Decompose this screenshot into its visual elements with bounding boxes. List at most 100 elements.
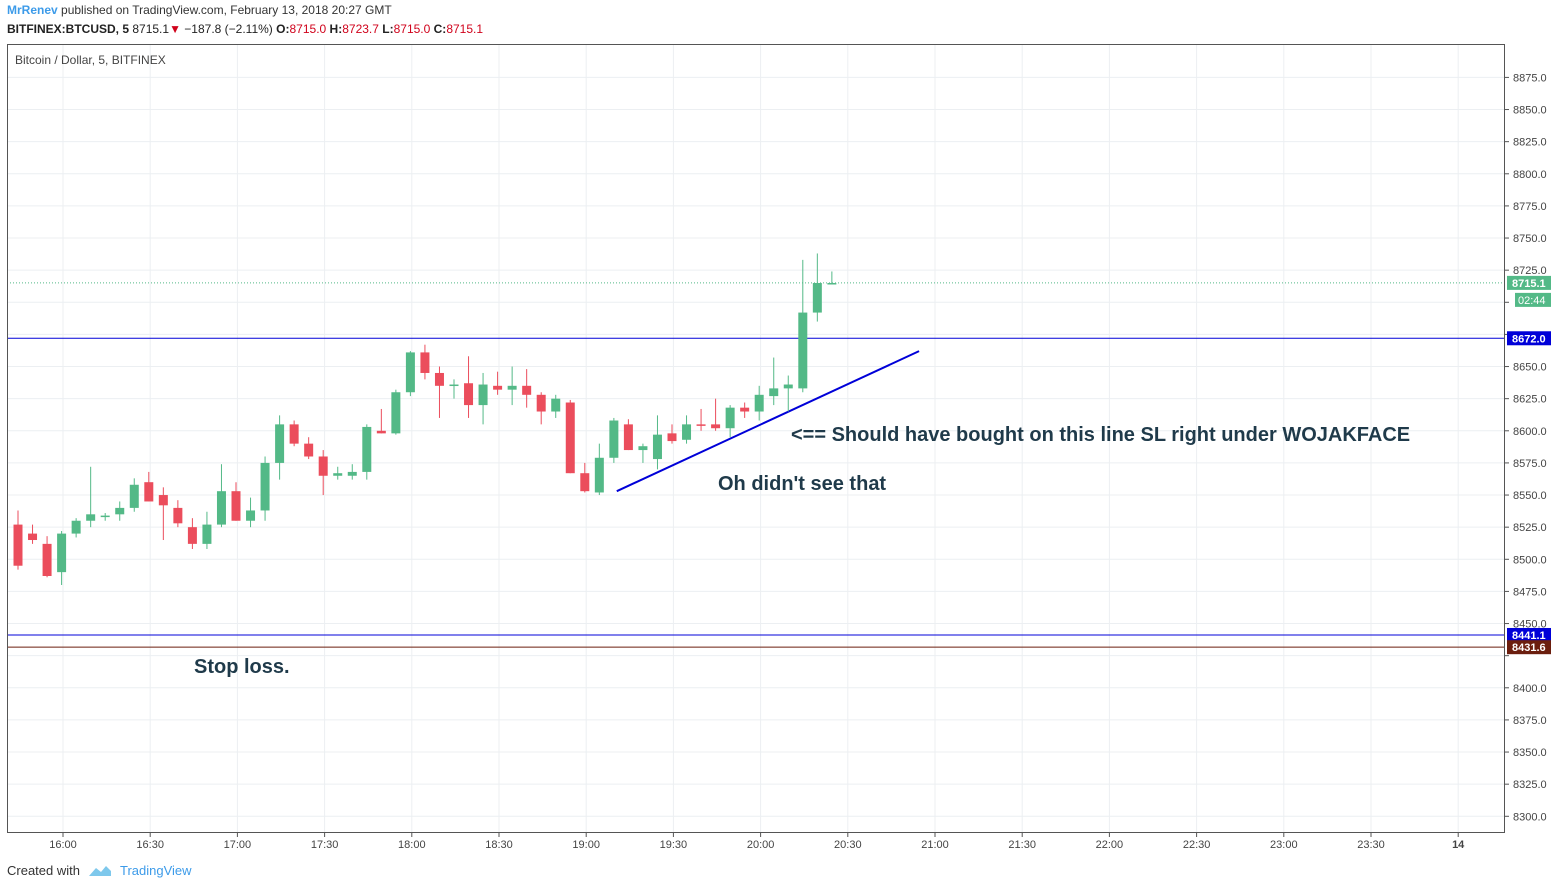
candle <box>275 415 285 480</box>
candle <box>478 372 488 425</box>
y-tick-label: 8575.0 <box>1513 458 1547 470</box>
candle <box>42 536 52 578</box>
candle-body <box>652 434 662 460</box>
candle <box>783 375 793 412</box>
candle <box>652 415 662 470</box>
candle-body <box>144 482 154 502</box>
candle-body <box>260 462 270 511</box>
candle-body <box>798 312 808 389</box>
candle-body <box>71 520 81 534</box>
candle <box>304 437 314 460</box>
y-tick-label: 8550.0 <box>1513 490 1547 502</box>
candle-body <box>376 430 386 434</box>
candle-body <box>783 384 793 389</box>
x-tick-label: 23:30 <box>1357 839 1385 851</box>
candle <box>551 394 561 418</box>
y-tick-label: 8325.0 <box>1513 779 1547 791</box>
candle-body <box>449 384 459 387</box>
close-value: 8715.1 <box>446 22 484 36</box>
price-change: −187.8 (−2.11%) <box>184 22 273 36</box>
candle-body <box>493 385 503 390</box>
candle-body <box>158 495 168 506</box>
high-value: 8723.7 <box>342 22 379 36</box>
candle <box>609 417 619 463</box>
x-tick-label: 16:00 <box>49 839 77 851</box>
candle-body <box>304 443 314 457</box>
candle-body <box>434 372 444 386</box>
candle-body <box>682 424 692 440</box>
x-tick-label: 16:30 <box>136 839 164 851</box>
candle-body <box>551 398 561 412</box>
x-tick-label: 21:00 <box>921 839 949 851</box>
x-tick-label: 19:30 <box>660 839 688 851</box>
y-tick-label: 8475.0 <box>1513 586 1547 598</box>
open-label: O: <box>276 22 290 36</box>
candle-body <box>405 352 415 393</box>
author-name[interactable]: MrRenev <box>7 3 58 17</box>
candle-body <box>275 424 285 463</box>
candle <box>129 478 139 512</box>
x-tick-label: 23:00 <box>1270 839 1298 851</box>
candle-body <box>740 407 750 412</box>
price-tag-label: 8431.6 <box>1512 642 1546 654</box>
symbol-label: BITFINEX:BTCUSD, 5 <box>7 22 130 36</box>
y-tick-label: 8525.0 <box>1513 522 1547 534</box>
publish-bar: MrRenev published on TradingView.com, Fe… <box>7 3 392 17</box>
candles <box>13 253 837 585</box>
y-tick-label: 8825.0 <box>1513 137 1547 149</box>
candle <box>798 259 808 393</box>
candle <box>754 385 764 421</box>
candle-body <box>725 407 735 429</box>
down-arrow-icon: ▼ <box>169 22 181 36</box>
candle-body <box>129 484 139 508</box>
candle <box>405 351 415 397</box>
candle <box>216 464 226 528</box>
candle <box>667 424 677 444</box>
candle <box>522 369 532 408</box>
quote-bar: BITFINEX:BTCUSD, 5 8715.1 ▼ −187.8 (−2.11… <box>7 22 483 36</box>
candle <box>376 408 386 434</box>
trendline <box>616 350 920 493</box>
candle-body <box>28 533 38 541</box>
candle <box>13 510 23 570</box>
x-tick-label: 20:00 <box>747 839 775 851</box>
candle <box>464 356 474 418</box>
candle <box>100 513 110 521</box>
y-tick-label: 8775.0 <box>1513 201 1547 213</box>
candle <box>507 366 517 406</box>
candle <box>28 524 38 544</box>
y-tick-label: 8375.0 <box>1513 715 1547 727</box>
y-tick-label: 8625.0 <box>1513 394 1547 406</box>
candle-body <box>57 533 67 573</box>
tradingview-brand-link[interactable]: TradingView <box>119 863 192 878</box>
y-tick-label: 8300.0 <box>1513 811 1547 823</box>
candle-body <box>478 384 488 406</box>
price-tag-8672.0 <box>1507 331 1551 346</box>
price-tag-label: 8672.0 <box>1512 333 1546 345</box>
candle <box>173 500 183 528</box>
candle-body <box>696 424 706 426</box>
x-tick-label: 20:30 <box>834 839 862 851</box>
candle-body <box>333 473 343 476</box>
candle <box>536 392 546 425</box>
y-tick-label: 8875.0 <box>1513 72 1547 84</box>
low-value: 8715.0 <box>393 22 431 36</box>
y-tick-label: 8800.0 <box>1513 169 1547 181</box>
candle-body <box>289 424 299 444</box>
candle <box>362 424 372 480</box>
x-tick-label: 22:00 <box>1096 839 1124 851</box>
candle-body <box>594 457 604 493</box>
trendline-layer <box>616 350 920 493</box>
candle-body <box>522 385 532 395</box>
candle <box>740 402 750 418</box>
candle <box>144 471 154 502</box>
candle <box>711 398 721 431</box>
candle <box>682 415 692 444</box>
candle-body <box>667 433 677 442</box>
candle <box>231 482 241 521</box>
candle-body <box>347 471 357 476</box>
candle-body <box>536 394 546 412</box>
tradingview-logo-icon <box>88 865 111 876</box>
annotation-trend-note: Oh didn't see that <box>718 473 887 495</box>
